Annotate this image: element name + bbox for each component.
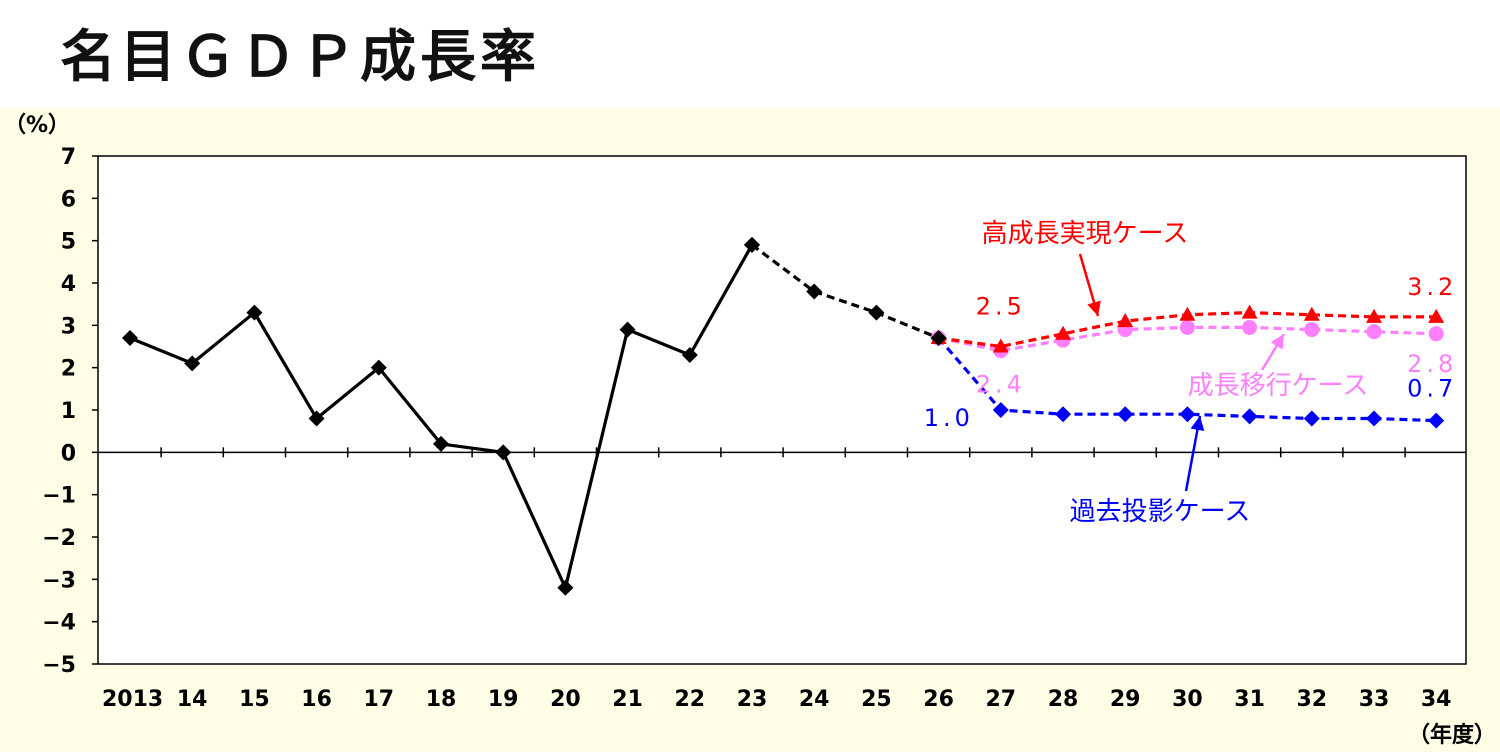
y-tick-label: 2	[61, 357, 76, 382]
data-point-diamond	[806, 283, 823, 300]
x-tick-label: 30	[1172, 687, 1203, 712]
annotation-arrow-head	[1270, 334, 1284, 350]
x-tick-label: 19	[488, 687, 519, 712]
y-tick-label: −4	[42, 611, 76, 636]
y-tick-label: −2	[42, 526, 76, 551]
data-point-triangle	[1179, 306, 1196, 321]
y-tick-label: 7	[61, 145, 76, 170]
data-label: 1.0	[924, 404, 974, 432]
data-point-diamond	[433, 435, 449, 452]
y-tick-label: −3	[42, 568, 76, 593]
annotation-label: 過去投影ケース	[1070, 497, 1251, 527]
annotation-arrow-head	[1087, 300, 1101, 316]
x-tick-label: 23	[737, 687, 768, 712]
y-tick-label: 0	[61, 441, 76, 466]
data-point-diamond	[930, 330, 947, 347]
data-label: 2.8	[1407, 350, 1457, 378]
data-point-diamond	[1428, 412, 1445, 429]
data-point-circle	[1366, 324, 1382, 340]
x-tick-label: 31	[1234, 687, 1265, 712]
x-tick-label: 26	[923, 687, 954, 712]
y-tick-label: 6	[61, 187, 76, 212]
x-tick-label: 22	[674, 687, 705, 712]
page-title: 名目ＧＤＰ成長率	[60, 25, 540, 90]
data-point-diamond	[868, 304, 885, 321]
data-point-diamond	[1179, 406, 1196, 423]
x-tick-label: 2013	[102, 687, 163, 712]
data-point-diamond	[1366, 410, 1382, 427]
data-point-diamond	[557, 579, 574, 596]
y-tick-label: 1	[61, 399, 76, 424]
data-point-diamond	[1055, 406, 1071, 423]
data-point-triangle	[1366, 308, 1382, 323]
y-tick-label: 5	[61, 230, 76, 255]
y-tick-label: −5	[42, 653, 76, 678]
data-point-triangle	[1117, 313, 1134, 328]
x-tick-label: 33	[1359, 687, 1390, 712]
data-point-diamond	[495, 444, 512, 461]
x-tick-label: 17	[363, 687, 394, 712]
x-tick-label: 24	[799, 687, 830, 712]
x-tick-label: 21	[612, 687, 643, 712]
data-point-diamond	[619, 321, 636, 338]
series-line-4	[937, 336, 1437, 423]
x-tick-label: 32	[1296, 687, 1327, 712]
y-tick-label: 4	[61, 272, 76, 297]
x-tick-label: 20	[550, 687, 581, 712]
x-tick-label: 28	[1048, 687, 1079, 712]
y-unit-label: （%）	[4, 113, 70, 138]
data-point-circle	[1304, 322, 1320, 338]
data-point-diamond	[1117, 406, 1134, 423]
annotation-arrow-head	[1190, 416, 1205, 432]
x-tick-label: 15	[239, 687, 270, 712]
x-unit-label: （年度）	[1408, 722, 1496, 748]
data-point-circle	[1428, 326, 1444, 342]
x-tick-label: 34	[1421, 687, 1452, 712]
y-tick-label: −1	[42, 484, 76, 509]
x-tick-label: 27	[985, 687, 1016, 712]
y-axis: 7 6 5 4 3 2 1 0 −1 −2 −3 −4 −5 （%）	[4, 113, 98, 678]
data-point-circle	[1179, 319, 1195, 335]
x-axis: 2013 14 15 16 17 18 19 20 21 22 23 24 25 26 27 28 29 30 31…	[98, 447, 1496, 748]
data-point-triangle	[1055, 325, 1071, 340]
data-point-diamond	[308, 410, 325, 427]
data-label: 3.2	[1407, 273, 1457, 301]
data-point-diamond	[1303, 410, 1320, 427]
y-tick-label: 3	[61, 314, 76, 339]
data-point-diamond	[370, 359, 387, 376]
x-tick-label: 16	[301, 687, 332, 712]
data-point-diamond	[184, 355, 201, 372]
x-tick-label: 25	[861, 687, 892, 712]
annotation-label: 成長移行ケース	[1188, 371, 1369, 401]
data-point-diamond	[992, 402, 1009, 418]
data-point-triangle	[1241, 304, 1258, 319]
data-point-triangle	[1303, 306, 1320, 321]
annotation-arrows	[1078, 253, 1286, 492]
data-point-triangle	[992, 338, 1009, 353]
data-label: 2.4	[976, 371, 1026, 399]
annotation-label: 高成長実現ケース	[982, 219, 1189, 249]
plot-area	[97, 155, 1467, 665]
data-point-diamond	[246, 304, 263, 321]
data-point-diamond	[1241, 408, 1258, 425]
data-point-diamond	[681, 346, 698, 363]
data-point-diamond	[744, 236, 760, 253]
x-tick-label: 18	[426, 687, 457, 712]
data-point-triangle	[1428, 308, 1445, 323]
x-tick-label: 14	[177, 687, 208, 712]
series-line-1	[751, 243, 940, 340]
data-label: 2.5	[976, 293, 1026, 321]
data-point-circle	[1242, 319, 1258, 335]
data-label: 0.7	[1407, 375, 1457, 403]
series-layer	[122, 236, 1445, 596]
x-tick-label: 29	[1110, 687, 1141, 712]
data-point-diamond	[122, 330, 138, 347]
chart-panel: 7 6 5 4 3 2 1 0 −1 −2 −3 −4 −5 （%） 2013 14 15 16 17 18 19 20…	[0, 108, 1500, 752]
